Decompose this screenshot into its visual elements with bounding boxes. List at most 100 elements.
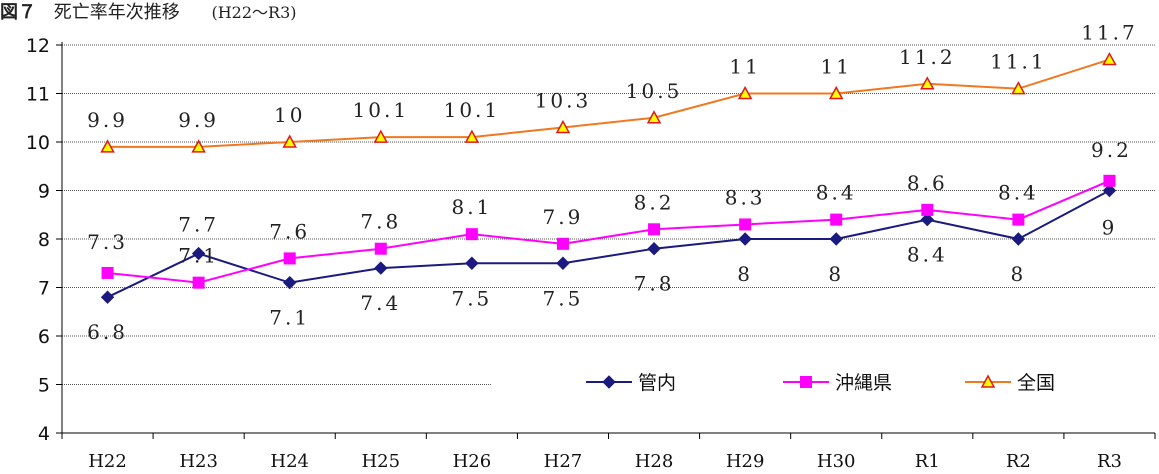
label-s0-H23: 7.7	[178, 213, 219, 237]
label-s0-H28: 7.8	[634, 272, 675, 296]
y-tick-label-10: 10	[26, 132, 50, 154]
series-line-0	[107, 189, 1110, 299]
y-tick-label-8: 8	[38, 229, 50, 251]
axes: 4 5 6 7 8 9 10 11 12 H22 H23 H24 H25 H26 H27 H28 H29 H30 R…	[26, 35, 1156, 472]
label-s0-R1: 8.4	[907, 243, 948, 267]
marker-s1-R3	[1103, 174, 1116, 187]
chart-title-range: (H22～R3)	[211, 3, 297, 22]
label-s1-H22: 7.3	[87, 230, 128, 254]
marker-s0-H25	[374, 261, 388, 275]
marker-s0-R3	[1102, 183, 1117, 198]
label-s1-H28: 8.2	[634, 190, 675, 214]
marker-s1-H22	[101, 266, 114, 279]
label-s2-H28: 10.5	[626, 79, 683, 103]
label-s2-R1: 11.2	[899, 45, 956, 69]
label-s0-R2: 8	[1011, 262, 1027, 286]
series-line-2	[107, 58, 1110, 148]
marker-s0-H26	[465, 256, 479, 270]
marker-s0-H30	[829, 232, 843, 246]
marker-s2-H24	[282, 134, 297, 148]
label-s2-H25: 10.1	[353, 98, 410, 122]
legend-marker-1	[800, 376, 812, 388]
marker-s1-H29	[739, 218, 752, 231]
legend: 管内 沖縄県 全国	[586, 372, 1055, 394]
marker-s0-H23	[191, 246, 206, 261]
marker-s2-H28	[646, 110, 662, 124]
label-s2-H30: 11	[820, 55, 851, 79]
legend-marker-0	[602, 375, 616, 389]
marker-s1-H28	[648, 223, 661, 236]
label-s2-H24: 10	[274, 103, 305, 127]
x-tick-label-H24: H24	[270, 451, 309, 472]
x-tick-label-H23: H23	[179, 451, 218, 472]
y-tick-label-7: 7	[38, 278, 50, 300]
marker-s2-R2	[1011, 81, 1026, 95]
marker-s0-H27	[556, 256, 570, 270]
label-s0-H30: 8	[828, 262, 844, 286]
legend-label-2: 全国	[1017, 372, 1055, 394]
marker-s2-H29	[737, 85, 753, 100]
x-tick-label-R3: R3	[1097, 451, 1122, 472]
label-s1-H23: 7.1	[178, 244, 219, 268]
marker-s0-R1	[920, 212, 934, 227]
marker-s0-H24	[283, 275, 297, 290]
y-tick-label-6: 6	[38, 326, 50, 348]
label-s0-H27: 7.5	[543, 286, 584, 310]
marker-s1-H27	[556, 237, 569, 250]
series-line-1	[107, 179, 1110, 284]
label-s1-H25: 7.8	[360, 210, 401, 234]
y-tick-label-11: 11	[26, 84, 50, 106]
marker-s1-H30	[830, 213, 843, 226]
x-tick-label-H25: H25	[361, 451, 400, 472]
marker-s2-H25	[373, 129, 389, 143]
label-s0-H29: 8	[737, 262, 753, 286]
label-s1-R3: 9.2	[1091, 138, 1132, 162]
y-tick-label-4: 4	[38, 423, 50, 445]
marker-s0-H29	[738, 232, 752, 246]
marker-s2-H27	[555, 119, 571, 134]
legend-label-1: 沖縄県	[835, 372, 892, 394]
label-s1-R2: 8.4	[998, 181, 1039, 205]
marker-s0-H22	[100, 290, 115, 304]
series-lines	[107, 58, 1110, 299]
x-tick-label-R1: R1	[915, 451, 940, 472]
x-tick-label-H22: H22	[88, 451, 127, 472]
y-tick-label-5: 5	[38, 375, 50, 397]
label-s2-H29: 11	[729, 55, 760, 79]
label-s2-H27: 10.3	[535, 88, 592, 112]
marker-s1-R2	[1012, 213, 1025, 226]
label-s2-R3: 11.7	[1081, 21, 1138, 45]
label-s1-R1: 8.6	[907, 171, 948, 195]
x-tick-label-H29: H29	[726, 451, 765, 472]
legend-marker-2	[980, 374, 996, 388]
chart-title-text: 死亡率年次推移	[53, 2, 180, 23]
figure-number: 図７	[0, 2, 36, 23]
label-s1-H27: 7.9	[543, 205, 584, 229]
label-s2-R2: 11.1	[990, 50, 1047, 74]
marker-s2-H30	[828, 85, 844, 100]
marker-s2-H22	[100, 139, 115, 153]
chart-title: 図７ 死亡率年次推移 (H22～R3)	[0, 0, 297, 26]
marker-s2-H23	[191, 139, 206, 153]
label-s0-H26: 7.5	[451, 286, 492, 310]
label-s1-H26: 8.1	[451, 195, 492, 219]
label-s2-H22: 9.9	[87, 108, 128, 132]
marker-s1-H23	[192, 276, 205, 289]
marker-s1-H24	[283, 252, 296, 265]
label-s0-R3: 9	[1102, 216, 1118, 240]
label-s2-H23: 9.9	[178, 108, 219, 132]
data-labels: 9.9 9.9 10 10.1 10.1 10.3 10.5 11 11 11.2 11.1 11.7…	[87, 21, 1138, 345]
series-markers	[100, 51, 1117, 304]
label-s1-H24: 7.6	[269, 219, 310, 243]
marker-s1-H25	[374, 242, 387, 255]
label-s0-H22: 6.8	[87, 320, 128, 344]
marker-s2-R3	[1102, 51, 1117, 66]
label-s2-H26: 10.1	[444, 98, 501, 122]
marker-s0-R2	[1011, 232, 1026, 246]
marker-s0-H28	[647, 241, 661, 256]
marker-s1-H26	[465, 228, 478, 241]
y-tick-label-12: 12	[26, 35, 50, 57]
x-tick-label-H30: H30	[817, 451, 856, 472]
label-s1-H29: 8.3	[725, 185, 766, 209]
